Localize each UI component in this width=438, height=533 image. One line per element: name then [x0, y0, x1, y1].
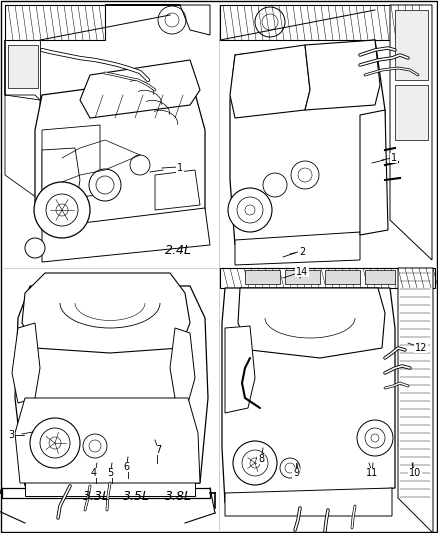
Polygon shape: [22, 273, 190, 353]
Polygon shape: [230, 45, 310, 118]
Polygon shape: [42, 208, 210, 262]
Text: 3: 3: [8, 430, 14, 440]
Text: 3.3L: 3.3L: [82, 489, 110, 503]
Polygon shape: [230, 40, 385, 245]
Polygon shape: [305, 40, 380, 110]
Polygon shape: [222, 288, 395, 503]
Polygon shape: [80, 60, 200, 118]
Circle shape: [34, 182, 90, 238]
Text: 6: 6: [123, 462, 129, 472]
Polygon shape: [12, 323, 40, 403]
Circle shape: [30, 418, 80, 468]
Text: 11: 11: [366, 468, 378, 478]
Polygon shape: [2, 488, 210, 498]
Circle shape: [291, 161, 319, 189]
Circle shape: [280, 458, 300, 478]
Text: 4: 4: [91, 468, 97, 478]
Circle shape: [263, 173, 287, 197]
Text: 7: 7: [155, 445, 161, 455]
Text: 1: 1: [177, 163, 183, 173]
Polygon shape: [8, 45, 38, 88]
Polygon shape: [398, 268, 433, 533]
Text: 12: 12: [415, 343, 427, 353]
Text: 2.4L: 2.4L: [165, 245, 191, 257]
Text: 2: 2: [299, 247, 305, 257]
Text: 9: 9: [293, 468, 299, 478]
Polygon shape: [220, 268, 435, 288]
Polygon shape: [5, 5, 105, 40]
Circle shape: [233, 441, 277, 485]
Polygon shape: [390, 5, 432, 260]
Polygon shape: [285, 270, 320, 284]
Circle shape: [83, 434, 107, 458]
Polygon shape: [220, 5, 420, 40]
Circle shape: [228, 188, 272, 232]
Polygon shape: [170, 328, 195, 403]
Polygon shape: [360, 110, 388, 235]
Text: 5: 5: [107, 468, 113, 478]
Polygon shape: [225, 488, 392, 516]
Polygon shape: [245, 270, 280, 284]
Polygon shape: [42, 148, 80, 215]
Polygon shape: [42, 125, 100, 200]
Polygon shape: [15, 286, 208, 486]
Circle shape: [357, 420, 393, 456]
Text: 14: 14: [296, 267, 308, 277]
Polygon shape: [35, 75, 205, 230]
Text: 3.8L: 3.8L: [165, 489, 191, 503]
Circle shape: [130, 155, 150, 175]
Circle shape: [25, 238, 45, 258]
Polygon shape: [325, 270, 360, 284]
Polygon shape: [155, 170, 200, 210]
Polygon shape: [5, 40, 40, 200]
Polygon shape: [235, 232, 360, 265]
Text: 10: 10: [409, 468, 421, 478]
Circle shape: [89, 169, 121, 201]
Text: 3.5L: 3.5L: [123, 489, 149, 503]
Polygon shape: [105, 5, 210, 35]
Polygon shape: [25, 478, 195, 496]
Polygon shape: [365, 270, 395, 284]
Polygon shape: [15, 398, 200, 483]
Polygon shape: [238, 288, 385, 358]
Polygon shape: [225, 326, 255, 413]
Text: 1: 1: [391, 153, 397, 163]
Polygon shape: [395, 10, 428, 80]
Polygon shape: [395, 85, 428, 140]
Text: 8: 8: [258, 454, 264, 464]
